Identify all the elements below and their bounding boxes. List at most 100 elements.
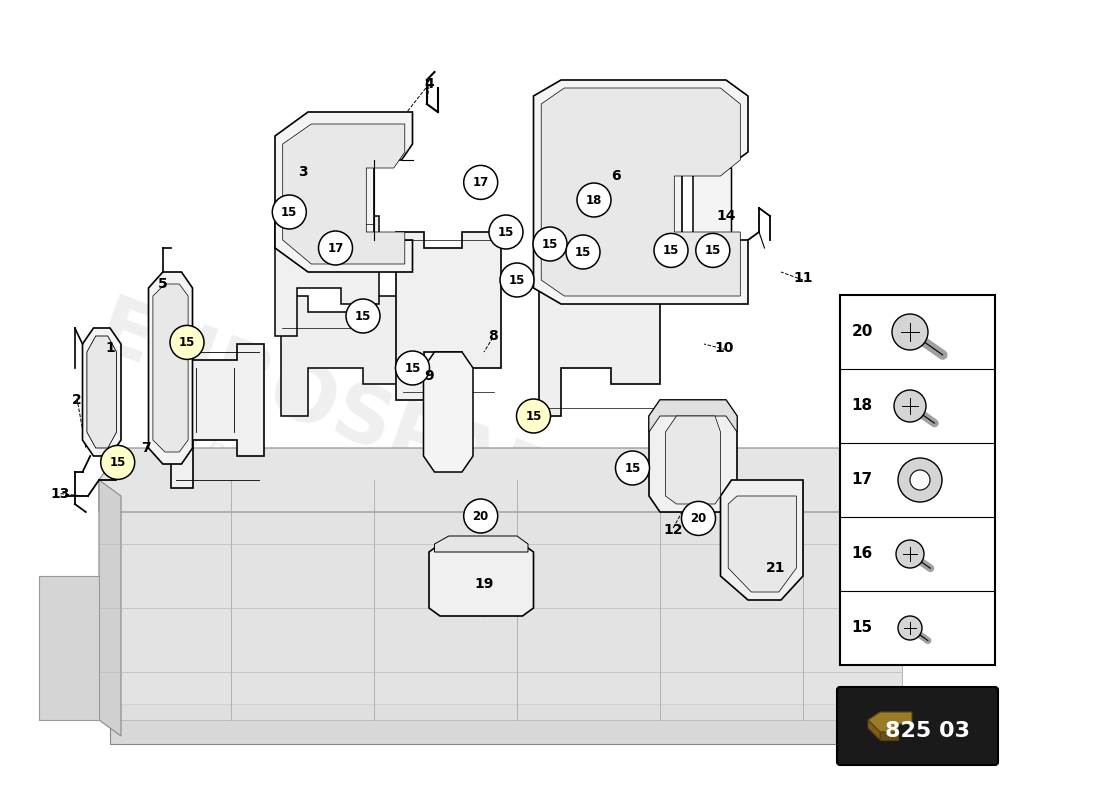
Text: 12: 12 [663,522,683,537]
Text: 15: 15 [509,274,525,286]
Polygon shape [99,480,902,720]
Circle shape [464,499,497,533]
Text: 18: 18 [586,194,602,206]
Polygon shape [280,296,402,416]
Polygon shape [99,448,902,512]
Polygon shape [539,224,660,416]
Text: 1: 1 [106,341,114,355]
Text: 5: 5 [158,277,167,291]
Polygon shape [153,284,188,452]
Text: 8: 8 [488,329,497,343]
Text: 15: 15 [663,244,679,257]
Polygon shape [39,576,99,720]
Polygon shape [880,732,898,740]
Polygon shape [110,496,902,704]
Text: 7: 7 [142,441,151,455]
Circle shape [396,351,429,385]
Circle shape [898,458,942,502]
Polygon shape [541,88,740,296]
Polygon shape [148,272,192,464]
Text: 15: 15 [179,336,195,349]
Polygon shape [429,544,534,616]
Polygon shape [275,112,412,272]
Circle shape [534,227,566,261]
Circle shape [319,231,352,265]
Text: 17: 17 [851,473,872,487]
Circle shape [898,616,922,640]
Text: 15: 15 [705,244,720,257]
Text: 3: 3 [298,165,307,179]
Circle shape [910,470,930,490]
Circle shape [578,183,610,217]
Circle shape [654,234,688,267]
Text: 6: 6 [612,169,620,183]
Polygon shape [87,336,117,448]
Text: 16: 16 [851,546,872,562]
Text: 15: 15 [575,246,591,258]
Text: 15: 15 [282,206,297,218]
Text: 825 03: 825 03 [886,721,970,741]
Polygon shape [728,496,796,592]
FancyBboxPatch shape [837,687,998,765]
Text: 15: 15 [355,310,371,322]
Circle shape [500,263,534,297]
Circle shape [170,326,204,359]
Text: 19: 19 [474,577,494,591]
Polygon shape [170,344,264,488]
Polygon shape [720,480,803,600]
Circle shape [616,451,649,485]
Text: 18: 18 [851,398,872,414]
Polygon shape [693,168,732,288]
Polygon shape [82,328,121,456]
Polygon shape [649,400,737,432]
Circle shape [892,314,928,350]
Text: 20: 20 [691,512,706,525]
Polygon shape [534,80,748,304]
Circle shape [490,215,522,249]
Polygon shape [649,400,737,512]
Text: 15: 15 [498,226,514,238]
Text: 11: 11 [793,271,813,286]
Text: 10: 10 [714,341,734,355]
Text: 17: 17 [473,176,488,189]
Polygon shape [283,124,405,264]
Circle shape [894,390,926,422]
Text: 20: 20 [851,325,872,339]
Text: 15: 15 [526,410,541,422]
Polygon shape [275,216,380,336]
Text: 15: 15 [405,362,420,374]
Circle shape [464,166,497,199]
Polygon shape [396,232,500,400]
Polygon shape [424,352,473,472]
Circle shape [346,299,380,333]
Text: 4: 4 [425,77,433,91]
Circle shape [896,540,924,568]
Text: EUROSPARES: EUROSPARES [86,291,674,569]
Text: 9: 9 [425,369,433,383]
Circle shape [101,446,134,479]
Text: 13: 13 [51,487,70,502]
Bar [840,295,996,665]
Text: 2: 2 [73,393,81,407]
Polygon shape [868,720,880,740]
Polygon shape [110,496,187,704]
Text: 15: 15 [625,462,640,474]
Text: a passion for parts since 1985: a passion for parts since 1985 [178,425,582,595]
Text: 15: 15 [110,456,125,469]
Text: 21: 21 [766,561,785,575]
Polygon shape [110,704,902,744]
Text: 20: 20 [473,510,488,522]
Text: 14: 14 [716,209,736,223]
Text: 17: 17 [328,242,343,254]
Text: 15: 15 [542,238,558,250]
Text: 15: 15 [851,621,872,635]
Polygon shape [434,536,528,552]
Polygon shape [666,416,720,504]
Circle shape [682,502,715,535]
Polygon shape [868,712,912,732]
Circle shape [696,234,729,267]
Polygon shape [99,480,121,736]
Circle shape [517,399,550,433]
Circle shape [566,235,600,269]
Circle shape [273,195,306,229]
